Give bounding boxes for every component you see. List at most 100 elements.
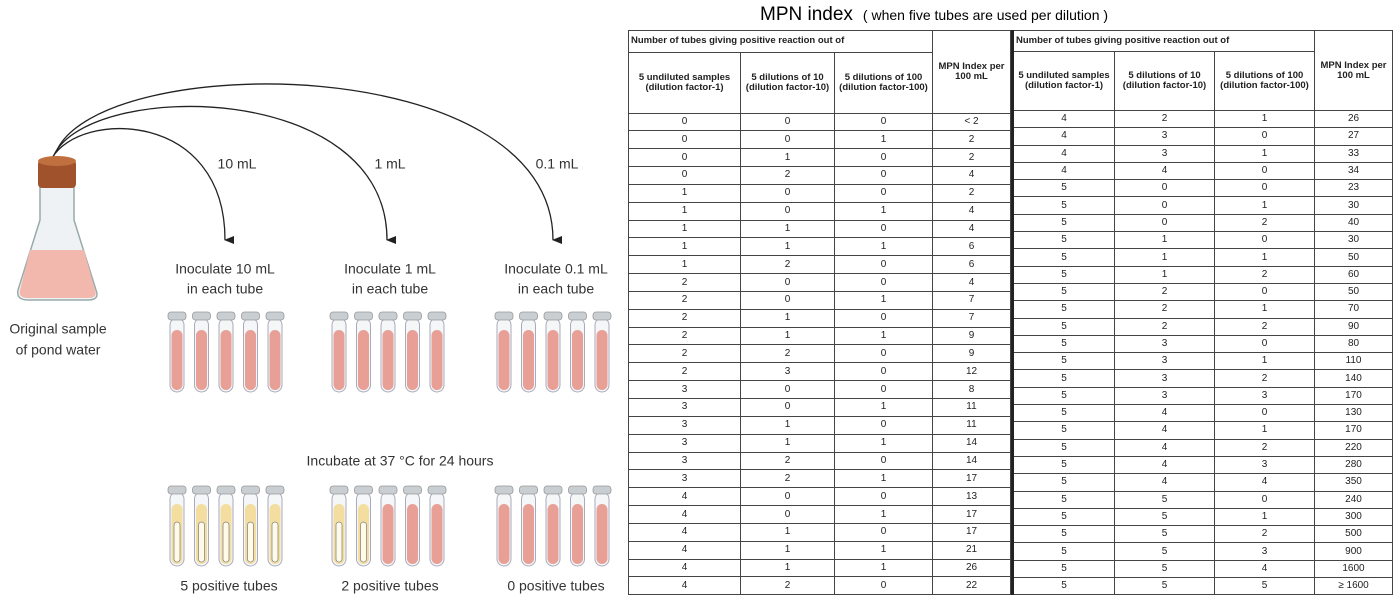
table-row: 4 0 1 17 bbox=[628, 505, 1011, 524]
table-row: 4 0 0 13 bbox=[628, 487, 1011, 507]
column-header: 5 dilutions of 10 (dilution factor-10) bbox=[740, 51, 835, 114]
table-row: 5 4 0 130 bbox=[1012, 404, 1393, 423]
tube-part bbox=[265, 311, 285, 321]
table-cell: 4 bbox=[1114, 455, 1215, 475]
table-cell: 11 bbox=[932, 415, 1011, 435]
table-cell: 2 bbox=[740, 469, 835, 489]
table-row: 5 4 3 280 bbox=[1012, 455, 1393, 475]
flask-label: of pond water bbox=[16, 342, 101, 358]
table-cell: 2 bbox=[740, 576, 835, 596]
tube-part bbox=[167, 485, 187, 495]
table-cell: 2 bbox=[1214, 265, 1315, 284]
table-cell: 1 bbox=[1214, 352, 1315, 371]
tube-part bbox=[494, 311, 514, 321]
table-cell: 1 bbox=[1214, 248, 1315, 267]
table-cell: 0 bbox=[740, 487, 835, 507]
table-row: 5 2 0 50 bbox=[1012, 282, 1393, 302]
inoculate-label: Inoculate 0.1 mL bbox=[504, 261, 608, 277]
table-cell: 3 bbox=[1114, 144, 1215, 163]
table-row: 5 3 2 140 bbox=[1012, 369, 1393, 388]
tube-part bbox=[403, 485, 422, 495]
table-cell: 1 bbox=[1214, 144, 1315, 163]
table-row: 5 1 2 60 bbox=[1012, 265, 1393, 284]
table-cell: 500 bbox=[1314, 525, 1393, 544]
table-cell: 3 bbox=[1214, 455, 1315, 475]
table-cell: 0 bbox=[740, 130, 835, 150]
volume-label: 1 mL bbox=[374, 156, 405, 172]
table-cell: 5 bbox=[1114, 542, 1215, 561]
tube-part bbox=[519, 311, 538, 321]
table-cell: 2 bbox=[932, 183, 1011, 203]
table-cell: 4 bbox=[1012, 161, 1115, 181]
table-cell: 3 bbox=[628, 451, 741, 471]
table-cell: 0 bbox=[834, 183, 933, 203]
table-cell: 3 bbox=[628, 433, 741, 453]
table-cell: 4 bbox=[932, 166, 1011, 185]
table-cell: 17 bbox=[932, 469, 1011, 489]
table-cell: 5 bbox=[1114, 525, 1215, 544]
table-cell: 5 bbox=[1012, 421, 1115, 440]
table-cell: 26 bbox=[1314, 109, 1393, 129]
table-cell: 80 bbox=[1314, 334, 1393, 354]
table-cell: 1 bbox=[628, 255, 741, 275]
table-cell: 40 bbox=[1314, 213, 1393, 233]
table-cell: 0 bbox=[1114, 213, 1215, 233]
table-cell: 300 bbox=[1314, 507, 1393, 527]
table-cell: 0 bbox=[740, 112, 835, 132]
table-cell: 70 bbox=[1314, 300, 1393, 319]
table-cell: 2 bbox=[740, 451, 835, 471]
table-cell: 1 bbox=[740, 433, 835, 453]
table-cell: 1 bbox=[834, 237, 933, 257]
table-cell: 5 bbox=[1114, 490, 1215, 509]
table-cell: 0 bbox=[834, 166, 933, 185]
tube-part bbox=[192, 311, 211, 321]
table-cell: 4 bbox=[1114, 473, 1215, 492]
header-row: Number of tubes giving positive reaction… bbox=[628, 30, 1011, 114]
table-cell: 5 bbox=[1012, 525, 1115, 544]
table-cell: 5 bbox=[1012, 473, 1115, 492]
table-cell: 1 bbox=[628, 183, 741, 203]
inoculate-label: in each tube bbox=[187, 281, 263, 297]
table-cell: 3 bbox=[628, 398, 741, 417]
tube-part bbox=[407, 504, 418, 564]
tube-part bbox=[596, 504, 608, 564]
table-row: 4 1 1 21 bbox=[628, 540, 1011, 560]
table-row: 5 5 4 1600 bbox=[1012, 559, 1393, 579]
table-row: 3 1 0 11 bbox=[628, 415, 1011, 435]
table-cell: 4 bbox=[932, 201, 1011, 221]
table-row: 5 4 1 170 bbox=[1012, 421, 1393, 440]
table-cell: 1 bbox=[740, 148, 835, 168]
table-cell: 0 bbox=[628, 130, 741, 150]
table-cell: 0 bbox=[834, 451, 933, 471]
table-cell: 9 bbox=[932, 326, 1011, 346]
table-cell: 5 bbox=[1012, 438, 1115, 457]
tube-part bbox=[427, 485, 447, 495]
table-cell: 1 bbox=[1114, 248, 1215, 267]
table-cell: 23 bbox=[1314, 179, 1393, 198]
title: MPN index bbox=[760, 4, 853, 25]
table-cell: 5 bbox=[1012, 577, 1115, 596]
table-cell: 3 bbox=[628, 380, 741, 400]
column-header: 5 dilutions of 10 (dilution factor-10) bbox=[1114, 51, 1215, 111]
table-cell: 4 bbox=[1114, 421, 1215, 440]
table-cell: 27 bbox=[1314, 127, 1393, 146]
table-cell: 140 bbox=[1314, 369, 1393, 388]
table-cell: 1 bbox=[834, 290, 933, 310]
table-row: 5 5 3 900 bbox=[1012, 542, 1393, 561]
tube-part bbox=[592, 311, 612, 321]
table-cell: 1 bbox=[628, 201, 741, 221]
table-row: 3 2 0 14 bbox=[628, 451, 1011, 471]
table-cell: 5 bbox=[1012, 369, 1115, 388]
tube-part bbox=[216, 311, 236, 321]
table-cell: 1 bbox=[834, 558, 933, 578]
table-cell: 3 bbox=[1214, 386, 1315, 406]
tube-part bbox=[198, 521, 205, 563]
table-cell: 4 bbox=[1012, 144, 1115, 163]
table-row: 3 1 1 14 bbox=[628, 433, 1011, 453]
arrow bbox=[53, 105, 397, 244]
table-cell: 5 bbox=[1012, 282, 1115, 302]
table-row: 5 1 1 50 bbox=[1012, 248, 1393, 267]
arrow bbox=[51, 127, 235, 244]
